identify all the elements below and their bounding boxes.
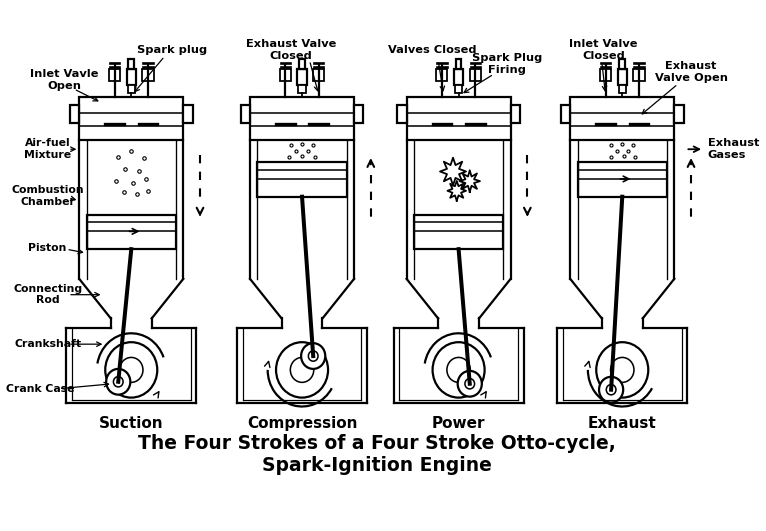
Text: Suction: Suction (99, 416, 164, 431)
Bar (313, 69, 324, 81)
Text: Inlet Vavle
Open: Inlet Vavle Open (30, 69, 99, 91)
Bar (250, 97, 354, 140)
Bar (142, 69, 153, 81)
Bar (128, 85, 135, 93)
Circle shape (457, 371, 482, 397)
Text: Spark-Ignition Engine: Spark-Ignition Engine (262, 456, 492, 475)
Text: Spark plug: Spark plug (137, 45, 207, 55)
Circle shape (599, 377, 624, 402)
Bar (298, 85, 306, 93)
Bar (620, 59, 625, 69)
Bar (398, 105, 407, 123)
Bar (470, 69, 481, 81)
Bar (354, 105, 363, 123)
Bar (407, 97, 511, 140)
Text: Exhaust: Exhaust (588, 416, 656, 431)
Text: Exhaust
Gases: Exhaust Gases (708, 139, 759, 160)
Text: Inlet Valve
Closed: Inlet Valve Closed (569, 39, 638, 61)
Bar (619, 85, 626, 93)
Circle shape (105, 342, 157, 398)
Bar (280, 69, 291, 81)
Bar (257, 162, 347, 196)
Bar (241, 105, 250, 123)
Bar (87, 215, 176, 249)
Bar (126, 69, 136, 85)
Bar (414, 215, 503, 249)
Text: Crank Case: Crank Case (6, 384, 74, 393)
Text: Exhaust
Valve Open: Exhaust Valve Open (654, 61, 728, 83)
Circle shape (301, 343, 326, 369)
Circle shape (276, 342, 328, 398)
Text: Power: Power (432, 416, 486, 431)
Bar (570, 97, 674, 140)
Circle shape (433, 342, 485, 398)
Text: Compression: Compression (247, 416, 357, 431)
Text: Connecting
Rod: Connecting Rod (13, 284, 82, 305)
Text: Valves Closed: Valves Closed (388, 45, 477, 55)
Text: Spark Plug
Firing: Spark Plug Firing (472, 53, 542, 75)
Bar (455, 85, 463, 93)
Text: Exhaust Valve
Closed: Exhaust Valve Closed (246, 39, 336, 61)
Text: Combustion
Chamber: Combustion Chamber (11, 185, 84, 207)
Bar (300, 59, 305, 69)
Text: The Four Strokes of a Four Stroke Otto-cycle,: The Four Strokes of a Four Stroke Otto-c… (138, 434, 616, 453)
Bar (129, 59, 134, 69)
Bar (578, 162, 667, 196)
Bar (456, 59, 461, 69)
Bar (183, 105, 192, 123)
Circle shape (106, 369, 130, 395)
Bar (633, 69, 644, 81)
Bar (297, 69, 306, 85)
Text: Air-fuel
Mixture: Air-fuel Mixture (24, 139, 71, 160)
Bar (70, 105, 79, 123)
Bar (674, 105, 683, 123)
Text: Crankshaft: Crankshaft (14, 339, 81, 349)
Bar (437, 69, 447, 81)
Bar (600, 69, 611, 81)
Bar (561, 105, 570, 123)
Text: Piston: Piston (28, 243, 67, 253)
Bar (454, 69, 463, 85)
Bar (511, 105, 520, 123)
Circle shape (596, 342, 648, 398)
Bar (617, 69, 627, 85)
Bar (79, 97, 183, 140)
Bar (109, 69, 120, 81)
